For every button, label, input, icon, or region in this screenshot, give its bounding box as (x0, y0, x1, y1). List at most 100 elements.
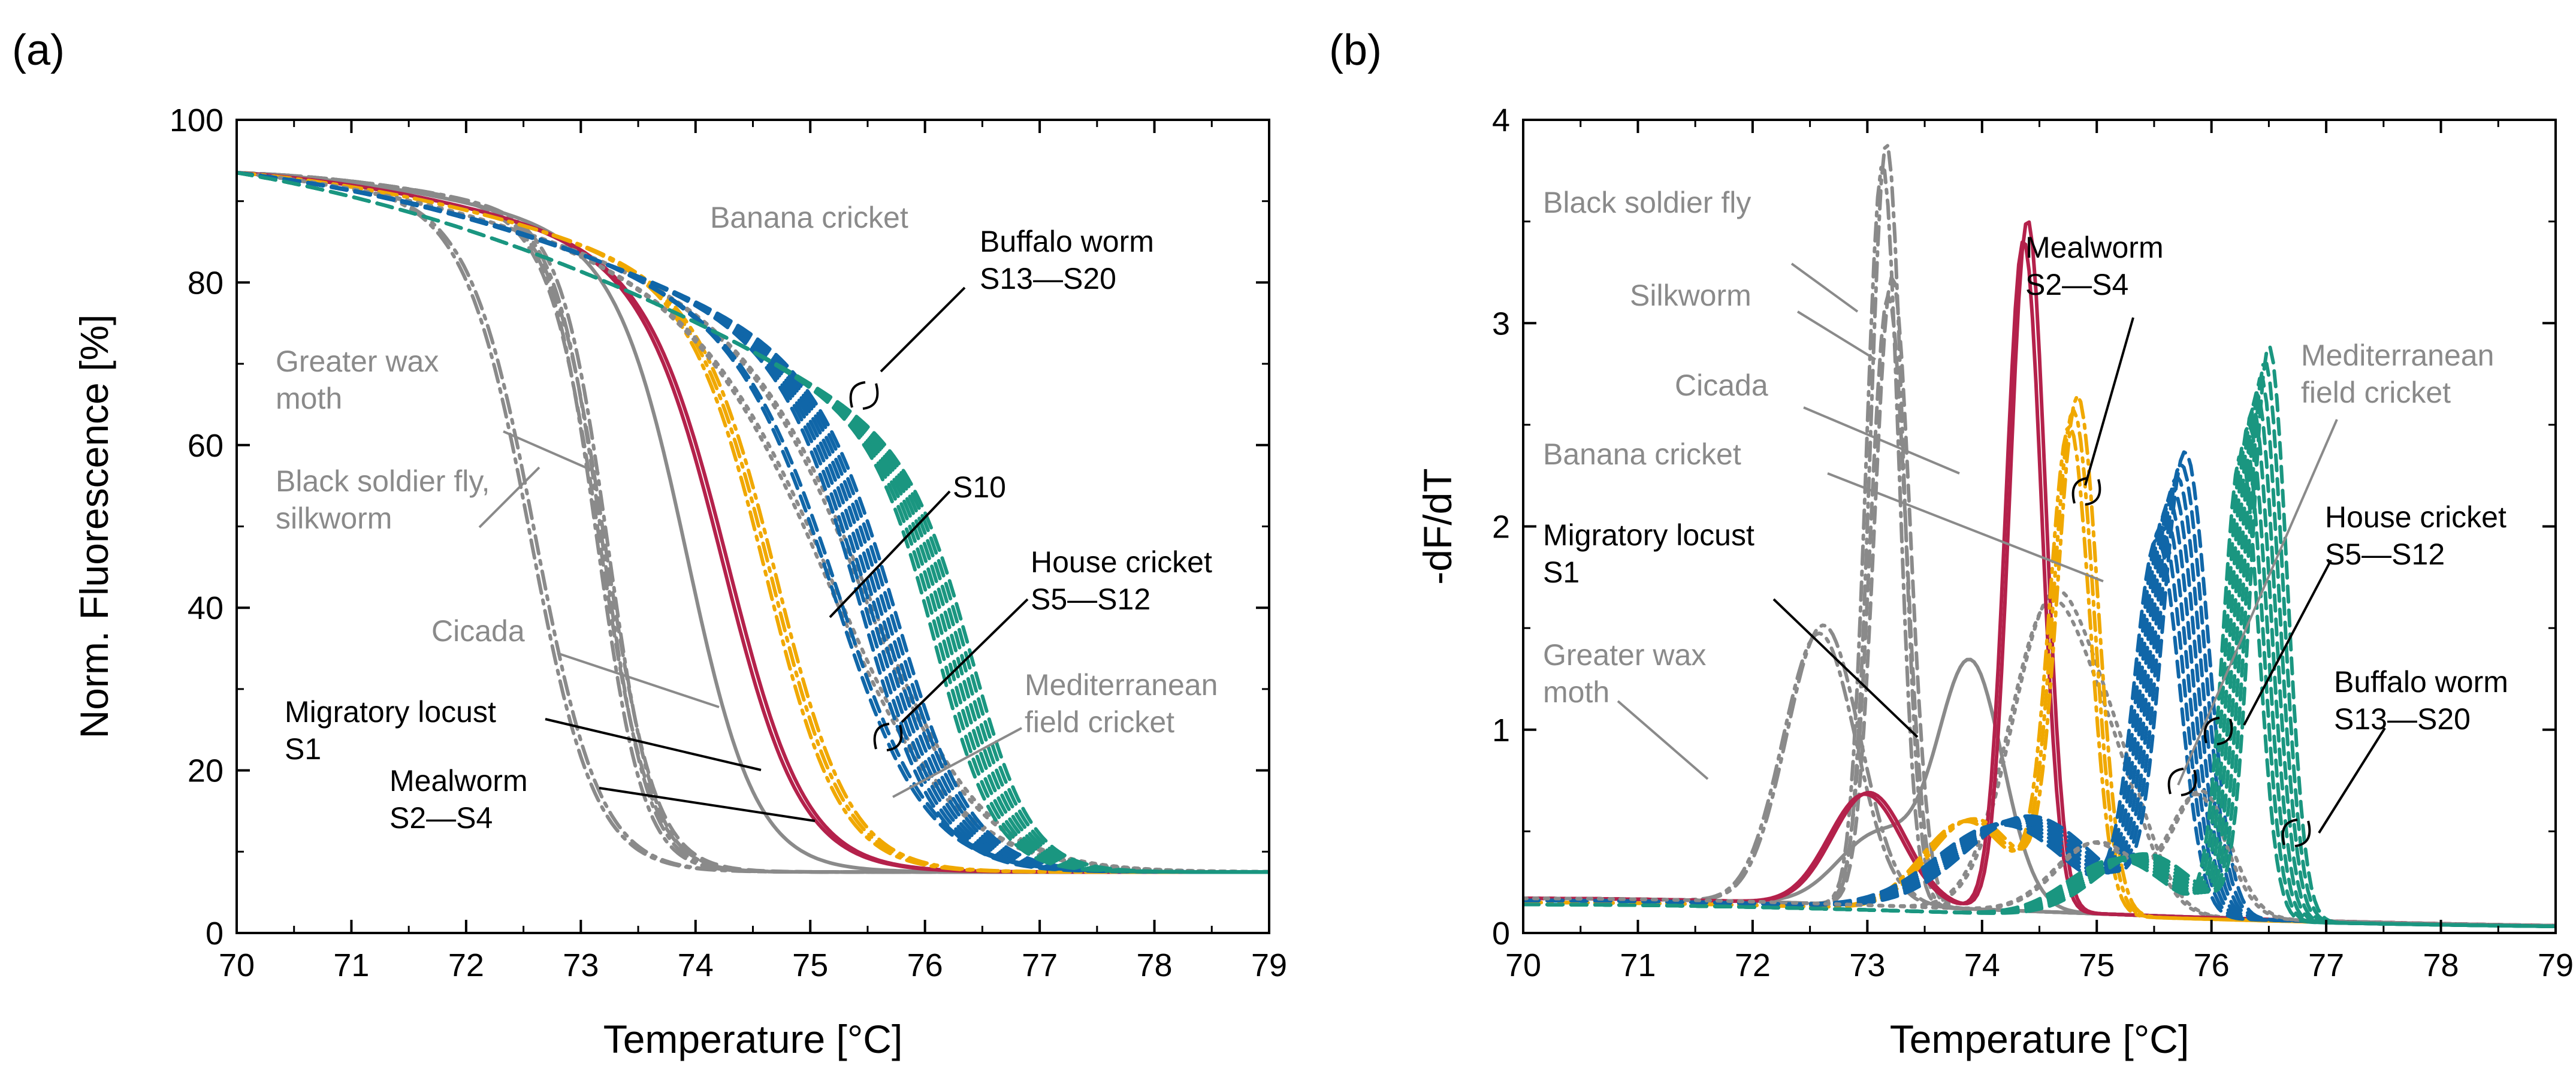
annotation-label: S2—S4 (389, 801, 493, 835)
leader-line (1772, 598, 1919, 738)
leader-line (599, 787, 816, 822)
annotation-label: House cricket (1031, 545, 1212, 579)
group-bracket-icon (2281, 819, 2311, 847)
y-axis: 0 20 40 60 80 100 Norm. Fluorescence [%] (72, 102, 1269, 952)
annotation-label: S5—S12 (2325, 538, 2445, 571)
annotation-label: Greater wax (276, 345, 439, 378)
annotation-label: S2—S4 (2025, 268, 2128, 301)
leader-line (1803, 406, 1960, 475)
annotation-label: field cricket (2301, 376, 2451, 409)
leader-line (2243, 560, 2332, 726)
x-tick-label: 70 (1505, 947, 1541, 983)
y-axis: 0 1 2 3 4 -dF/dT (1415, 102, 2556, 952)
x-tick-label: 72 (448, 947, 484, 983)
x-tick-label: 77 (2308, 947, 2344, 983)
annotation-label: S13—S20 (980, 262, 1116, 295)
x-tick-label: 76 (907, 947, 943, 983)
x-tick-label: 74 (1964, 947, 2000, 983)
y-tick-label: 2 (1492, 509, 1510, 545)
y-tick-label: 3 (1492, 306, 1510, 342)
curves (1523, 143, 2556, 928)
annotation-label: Banana cricket (1543, 437, 1741, 471)
leader-line (2084, 317, 2134, 486)
annotation-label: Mealworm (389, 764, 528, 798)
group-bracket-icon (873, 723, 903, 751)
curve-buffalo-worm-s13-s20 (1523, 345, 2556, 928)
x-tick-label: 71 (333, 947, 369, 983)
y-tick-label: 0 (1492, 916, 1510, 952)
x-tick-label: 76 (2194, 947, 2230, 983)
leader-line (557, 652, 720, 708)
leader-line (829, 490, 951, 618)
y-axis-label: Norm. Fluorescence [%] (72, 315, 116, 739)
y-tick-label: 80 (188, 265, 224, 301)
x-axis: 70 71 72 73 74 75 76 77 78 79 Temperature [°C] (219, 120, 1287, 1061)
x-tick-label: 72 (1735, 947, 1771, 983)
group-bracket-icon (2167, 768, 2197, 796)
x-axis-label: Temperature [°C] (1890, 1017, 2190, 1061)
annotation-label: Buffalo worm (980, 225, 1154, 258)
annotation-label: S1 (1543, 555, 1580, 589)
leader-line (503, 430, 600, 475)
annotation-label: moth (276, 382, 342, 415)
leader-line (1617, 700, 1709, 780)
leader-line (892, 727, 1022, 798)
y-tick-label: 1 (1492, 712, 1510, 748)
annotation-label: Black soldier fly (1543, 186, 1751, 219)
x-axis-label: Temperature [°C] (603, 1017, 903, 1061)
annotation-label: Mediterranean (2301, 339, 2494, 372)
leader-line (2177, 419, 2338, 786)
annotation-label: S5—S12 (1031, 582, 1150, 616)
curve-mediterranean-field-cricket (1523, 789, 2556, 928)
annotation-label: Banana cricket (710, 201, 908, 234)
leader-line (1827, 472, 2104, 582)
x-tick-label: 77 (1022, 947, 1058, 983)
annotation-label: Migratory locust (1543, 518, 1754, 552)
annotation-label: House cricket (2325, 500, 2506, 534)
x-tick-label: 73 (563, 947, 599, 983)
leader-line (2318, 727, 2386, 834)
x-tick-label: 74 (678, 947, 714, 983)
panel-label: (a) (12, 26, 65, 74)
x-tick-label: 78 (2423, 947, 2459, 983)
annotation-label: Buffalo worm (2334, 665, 2508, 699)
panel-b: (b) 70 71 72 73 74 75 76 77 78 79 Temperature [°C] 0… (1329, 26, 2574, 1061)
group-bracket-icon (2071, 477, 2101, 506)
curve-house-cricket-s5-s12 (1523, 450, 2556, 928)
x-tick-label: 79 (2538, 947, 2574, 983)
annotations: Banana cricket Buffalo worm S13—S20 Greater… (276, 201, 1218, 835)
annotation-label: Mediterranean (1025, 668, 1218, 702)
y-tick-label: 20 (188, 753, 224, 789)
group-bracket-icon (2203, 717, 2233, 745)
curves (237, 171, 1269, 874)
x-tick-label: 70 (219, 947, 255, 983)
y-tick-label: 100 (170, 102, 224, 138)
x-tick-label: 73 (1849, 947, 1885, 983)
x-tick-label: 78 (1137, 947, 1173, 983)
annotation-label: Greater wax (1543, 638, 1706, 672)
x-tick-label: 79 (1251, 947, 1287, 983)
annotation-label: moth (1543, 675, 1609, 709)
annotation-label: S10 (953, 470, 1006, 504)
annotation-label: field cricket (1025, 705, 1174, 739)
x-axis: 70 71 72 73 74 75 76 77 78 79 Temperature [°C] (1505, 120, 2574, 1061)
leader-line (1796, 310, 1877, 361)
leader-line (901, 598, 1029, 723)
y-tick-label: 60 (188, 428, 224, 464)
group-bracket-icon (849, 381, 879, 410)
x-tick-label: 75 (2079, 947, 2115, 983)
annotation-label: S1 (285, 732, 321, 766)
y-tick-label: 0 (206, 916, 224, 952)
panel-label: (b) (1329, 26, 1382, 74)
leader-line (1790, 262, 1859, 313)
leader-line (880, 286, 966, 373)
y-tick-label: 40 (188, 590, 224, 626)
annotation-label: Black soldier fly, (276, 464, 490, 498)
annotation-label: Migratory locust (285, 695, 496, 729)
annotations: Black soldier fly Silkworm Cicada Banana cr… (1543, 186, 2508, 847)
x-tick-label: 71 (1620, 947, 1656, 983)
leader-line (545, 718, 762, 771)
annotation-label: Cicada (431, 614, 525, 648)
annotation-label: silkworm (276, 502, 392, 535)
leader-line (478, 466, 540, 529)
